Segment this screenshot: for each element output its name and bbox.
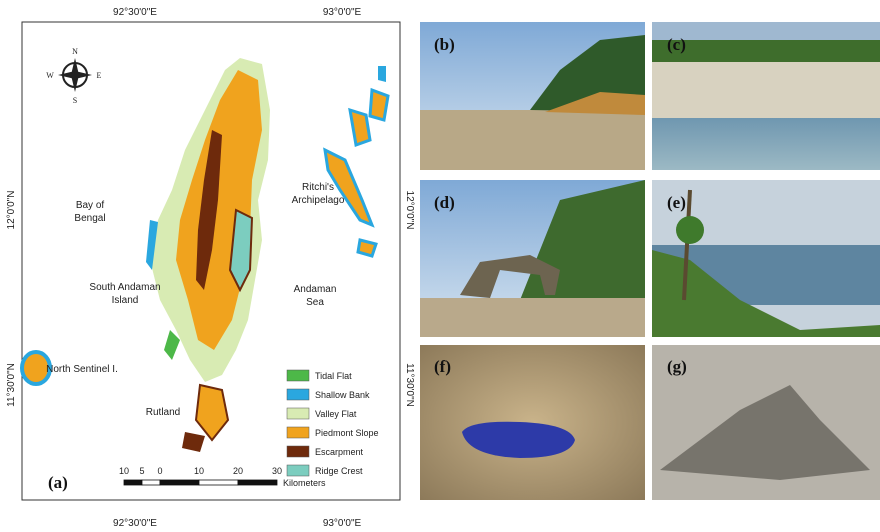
coord-label: 92°30'0"E (113, 518, 157, 529)
scale-segment (124, 480, 142, 485)
scale-tick: 0 (157, 466, 162, 476)
legend-swatch (287, 408, 309, 419)
compass-letter: S (73, 96, 77, 105)
photo-label: (d) (434, 193, 455, 212)
scale-segment (160, 480, 199, 485)
compass-letter: N (72, 47, 78, 56)
legend-swatch (287, 370, 309, 381)
coord-label: 93°0'0"E (323, 7, 362, 18)
coord-label: 93°0'0"E (323, 518, 362, 529)
place-name: Rutland (146, 407, 180, 418)
place-name: South Andaman (89, 282, 160, 293)
photo-label: (e) (667, 193, 686, 212)
coord-label: 11°30'0"N (6, 363, 17, 407)
coord-label: 92°30'0"E (113, 7, 157, 18)
place-name: Bay of (76, 200, 105, 211)
place-name: Ritchi's (302, 182, 334, 193)
place-name: Archipelago (292, 195, 345, 206)
legend-swatch (287, 427, 309, 438)
place-name: Island (112, 295, 139, 306)
legend-swatch (287, 389, 309, 400)
photo-c (652, 22, 880, 170)
place-name: Sea (306, 297, 324, 308)
scale-tick: 10 (119, 466, 129, 476)
scale-unit: Kilometers (283, 478, 326, 488)
legend-label: Tidal Flat (315, 371, 352, 381)
coord-label: 11°30'0"N (404, 363, 415, 407)
coord-label: 12°0'0"N (6, 191, 17, 230)
legend-label: Shallow Bank (315, 390, 370, 400)
scale-tick: 5 (139, 466, 144, 476)
scale-segment (199, 480, 238, 485)
scale-tick: 20 (233, 466, 243, 476)
legend-swatch (287, 446, 309, 457)
figure: (a) 92°30'0"E 93°0'0"E 92°30'0"E 93°0'0"E 12°… (0, 0, 880, 532)
legend-label: Piedmont Slope (315, 428, 379, 438)
place-name: Bengal (74, 213, 105, 224)
photo-e (652, 180, 880, 337)
legend-swatch (287, 465, 309, 476)
photo-label: (f) (434, 357, 451, 376)
legend-label: Valley Flat (315, 409, 357, 419)
scale-tick: 10 (194, 466, 204, 476)
compass-letter: W (46, 71, 54, 80)
photo-label: (g) (667, 357, 687, 376)
legend-label: Escarpment (315, 447, 364, 457)
scale-segment (238, 480, 277, 485)
compass-letter: E (97, 71, 102, 80)
scale-tick: 30 (272, 466, 282, 476)
legend-label: Ridge Crest (315, 466, 363, 476)
photo-label: (c) (667, 35, 686, 54)
place-name: Andaman (294, 284, 337, 295)
photo-label: (b) (434, 35, 455, 54)
photo-f (420, 345, 645, 500)
coord-label: 12°0'0"N (404, 191, 415, 230)
scale-segment (142, 480, 160, 485)
place-name: North Sentinel I. (46, 364, 118, 375)
panel-label: (a) (48, 473, 68, 492)
